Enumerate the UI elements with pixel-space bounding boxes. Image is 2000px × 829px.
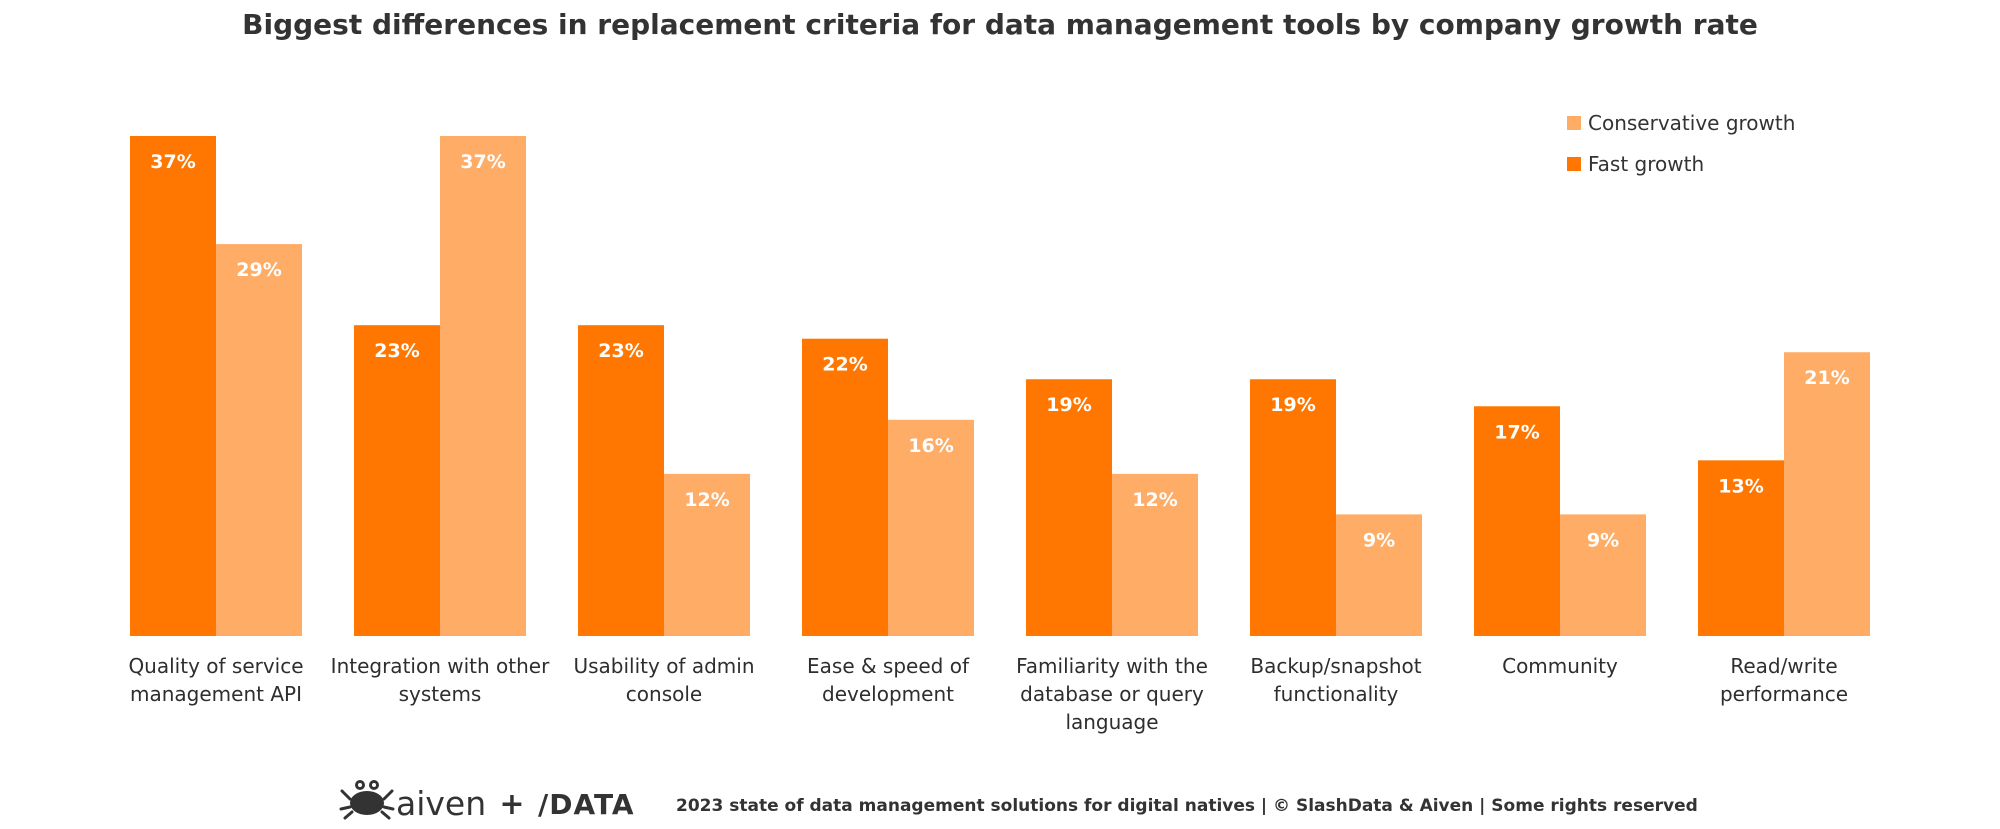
category-label-7-line-0: Read/write	[1730, 654, 1837, 678]
bar-conservative-7	[1784, 352, 1870, 636]
slashdata-logo-text: /DATA	[538, 788, 635, 821]
bar-fast-3	[802, 338, 888, 636]
bar-fast-1	[354, 325, 440, 636]
data-label-conservative-0: 29%	[236, 259, 281, 281]
category-label-1-line-0: Integration with other	[331, 654, 550, 678]
data-label-fast-0: 37%	[150, 151, 195, 173]
data-label-conservative-4: 12%	[1132, 489, 1177, 511]
bar-fast-0	[130, 136, 216, 636]
legend-label-fast: Fast growth	[1588, 152, 1704, 176]
footer-text: 2023 state of data management solutions …	[676, 796, 1698, 816]
data-label-conservative-5: 9%	[1363, 529, 1395, 551]
category-labels-group: Quality of service management API Integrat…	[128, 654, 1848, 734]
category-label-5-line-0: Backup/snapshot	[1250, 654, 1421, 678]
bar-fast-4	[1026, 379, 1112, 636]
legend-label-conservative: Conservative growth	[1588, 111, 1795, 135]
bar-conservative-6	[1560, 514, 1646, 636]
bar-fast-2	[578, 325, 664, 636]
category-label-3-line-0: Ease & speed of	[807, 654, 970, 678]
bar-conservative-1	[440, 136, 526, 636]
legend-swatch-fast	[1567, 157, 1581, 171]
logo-plus: +	[499, 787, 524, 822]
data-label-conservative-2: 12%	[684, 489, 729, 511]
chart-title: Biggest differences in replacement crite…	[242, 8, 1758, 41]
category-label-2-line-1: console	[626, 682, 702, 706]
category-label-7-line-1: performance	[1720, 682, 1848, 706]
data-label-fast-6: 17%	[1494, 421, 1539, 443]
aiven-crab-icon	[339, 780, 395, 820]
data-label-fast-3: 22%	[822, 354, 867, 376]
category-label-5-line-1: functionality	[1274, 682, 1399, 706]
bar-conservative-2	[664, 473, 750, 636]
category-label-3-line-1: development	[822, 682, 954, 706]
data-label-conservative-1: 37%	[460, 151, 505, 173]
bar-fast-5	[1250, 379, 1336, 636]
category-label-0-line-0: Quality of service	[128, 654, 303, 678]
data-label-fast-5: 19%	[1270, 394, 1315, 416]
bar-labels-group: 37% 29% 23% 37% 23% 12% 22% 16% 19% 12% 19% 9% 17% 9%…	[150, 151, 1849, 551]
legend-swatch-conservative	[1567, 116, 1581, 130]
data-label-fast-7: 13%	[1718, 475, 1763, 497]
data-label-fast-4: 19%	[1046, 394, 1091, 416]
footer: aiven + /DATA 2023 state of data managem…	[339, 780, 1698, 823]
category-label-0-line-1: management API	[130, 682, 302, 706]
bar-fast-7	[1698, 460, 1784, 636]
bar-conservative-5	[1336, 514, 1422, 636]
category-label-6-line-0: Community	[1502, 654, 1618, 678]
aiven-logo-text: aiven	[396, 784, 486, 823]
category-label-4-line-0: Familiarity with the	[1016, 654, 1208, 678]
data-label-fast-2: 23%	[598, 340, 643, 362]
data-label-conservative-3: 16%	[908, 435, 953, 457]
data-label-conservative-6: 9%	[1587, 529, 1619, 551]
category-label-4-line-2: language	[1065, 710, 1158, 734]
data-label-fast-1: 23%	[374, 340, 419, 362]
category-label-2-line-0: Usability of admin	[573, 654, 754, 678]
bars-group	[130, 136, 1870, 637]
legend: Conservative growth Fast growth	[1567, 111, 1795, 176]
data-label-conservative-7: 21%	[1804, 367, 1849, 389]
category-label-4-line-1: database or query	[1020, 682, 1204, 706]
bar-conservative-3	[888, 419, 974, 636]
bar-conservative-4	[1112, 473, 1198, 636]
bar-conservative-0	[216, 244, 302, 637]
bar-fast-6	[1474, 406, 1560, 636]
category-label-1-line-1: systems	[399, 682, 482, 706]
